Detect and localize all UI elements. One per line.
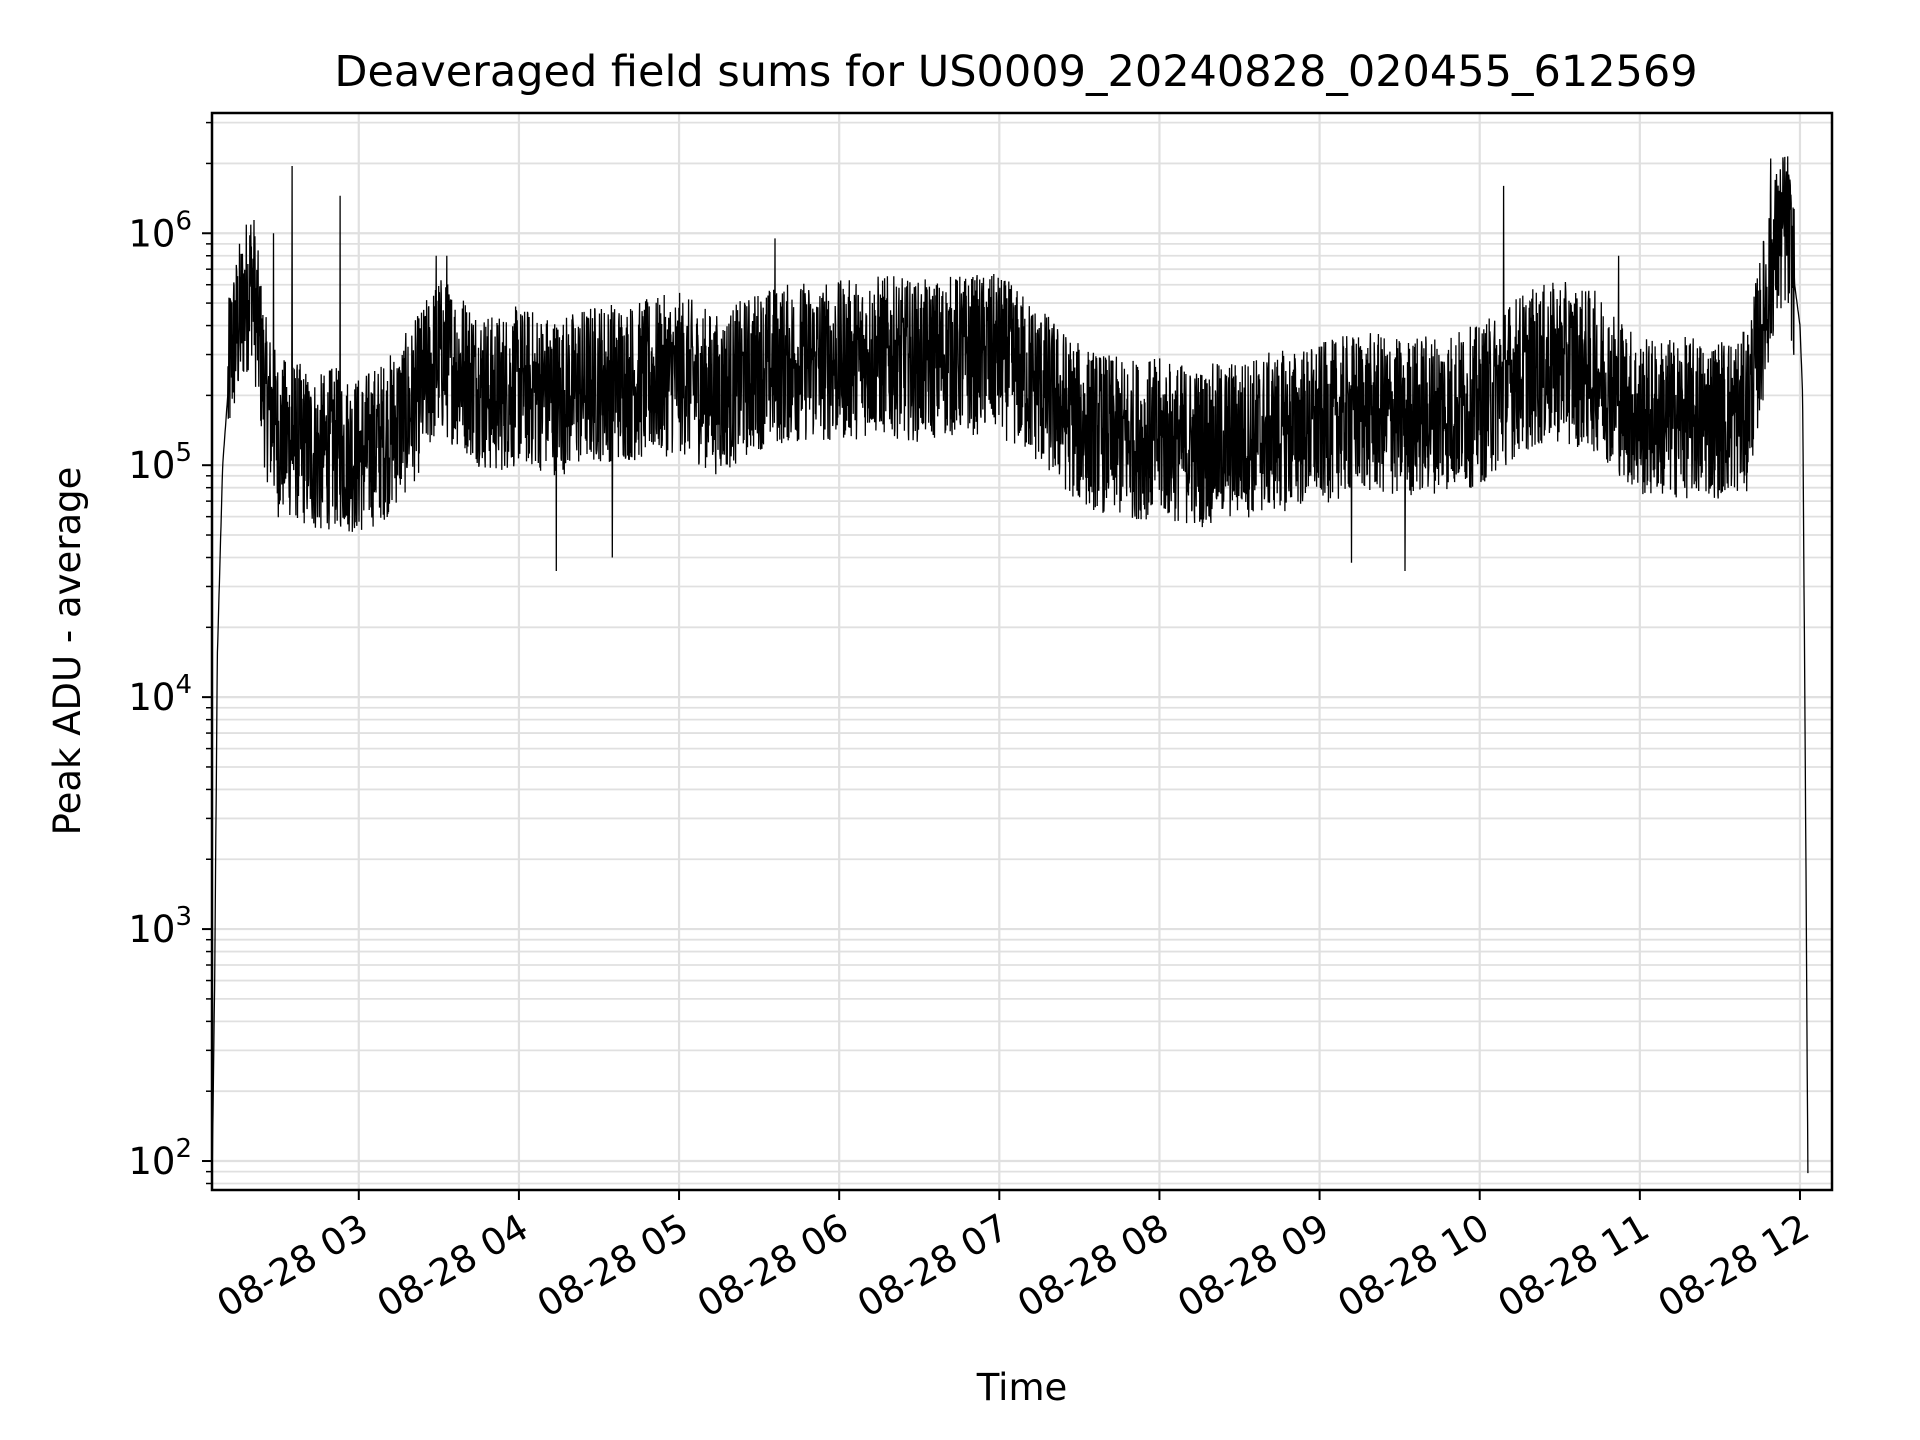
series-line: [212, 156, 1809, 1190]
y-tick-label: 106: [128, 206, 192, 255]
y-tick-base: 10: [128, 676, 175, 719]
y-tick-base: 10: [128, 212, 175, 255]
y-tick-label: 103: [128, 902, 192, 951]
plot-area: [212, 156, 1809, 1190]
y-tick-base: 10: [128, 444, 175, 487]
y-axis-label: Peak ADU - average: [46, 467, 89, 836]
y-tick-base: 10: [128, 908, 175, 951]
y-tick-label: 102: [128, 1134, 192, 1183]
chart-title: Deaveraged field sums for US0009_2024082…: [334, 47, 1697, 97]
y-tick-exponent: 6: [175, 206, 192, 236]
y-tick-label: 104: [128, 670, 192, 719]
y-tick-exponent: 4: [175, 670, 192, 700]
y-tick-label: 105: [128, 438, 192, 487]
x-axis-label: Time: [976, 1366, 1068, 1409]
grid: [212, 113, 1832, 1190]
plot-frame: [210, 111, 1834, 1192]
y-tick-exponent: 3: [175, 902, 192, 932]
y-tick-exponent: 5: [175, 438, 192, 468]
y-tick-base: 10: [128, 1140, 175, 1183]
y-tick-exponent: 2: [175, 1134, 192, 1164]
